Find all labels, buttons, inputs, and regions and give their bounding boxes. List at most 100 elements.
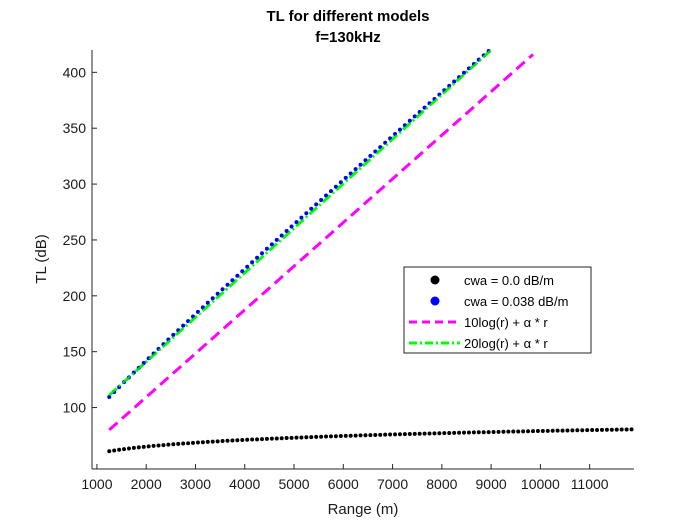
series-0-point	[348, 433, 353, 438]
series-0-point	[545, 428, 550, 433]
series-0-point	[555, 428, 560, 433]
series-0-point	[151, 443, 156, 448]
y-ticks: 100 150 200 250 300 350 400	[63, 64, 97, 416]
series-0-point	[186, 441, 191, 446]
legend-label-1: cwa = 0.038 dB/m	[464, 294, 568, 309]
series-0-point	[614, 427, 619, 432]
series-0-point	[319, 434, 324, 439]
series-0-point	[565, 428, 570, 433]
series-0-point	[166, 442, 171, 447]
series-0-point	[619, 427, 624, 432]
series-1-point	[324, 193, 329, 198]
series-1-point	[353, 167, 358, 172]
series-1-point	[358, 162, 363, 167]
series-0-point	[530, 429, 535, 434]
series-0-point	[156, 443, 161, 448]
series-1-point	[328, 189, 333, 194]
series-0-point	[442, 431, 447, 436]
series-1-point	[259, 251, 264, 256]
series-1-point	[397, 127, 402, 132]
series-0-point	[476, 430, 481, 435]
series-0-point	[432, 431, 437, 436]
y-tick-label: 150	[63, 344, 87, 360]
series-0-point	[402, 432, 407, 437]
series-0-point	[511, 429, 516, 434]
series-0-point	[590, 428, 595, 433]
series-layer	[107, 48, 634, 454]
y-axis-label: TL (dB)	[33, 234, 50, 283]
y-tick-label: 350	[63, 120, 87, 136]
series-0-point	[358, 433, 363, 438]
series-0-point	[161, 443, 166, 448]
series-1-point	[304, 211, 309, 216]
series-0-point	[299, 435, 304, 440]
series-0-point	[521, 429, 526, 434]
legend-marker-1	[430, 296, 440, 306]
x-tick-label: 7000	[377, 476, 408, 492]
series-1-point	[412, 114, 417, 119]
series-1-point	[319, 197, 324, 202]
legend-label-0: cwa = 0.0 dB/m	[464, 273, 554, 288]
series-1-points	[107, 48, 491, 400]
series-0-point	[240, 438, 245, 443]
series-1-point	[205, 300, 210, 305]
series-0-point	[259, 437, 264, 442]
series-0-point	[264, 436, 269, 441]
series-0-point	[353, 433, 358, 438]
series-0-point	[205, 439, 210, 444]
series-1-point	[220, 287, 225, 292]
series-0-point	[437, 431, 442, 436]
series-0-point	[471, 430, 476, 435]
series-1-point	[338, 180, 343, 185]
series-0-point	[235, 438, 240, 443]
series-0-point	[393, 432, 398, 437]
series-0-point	[481, 430, 486, 435]
series-0-point	[181, 441, 186, 446]
series-0-point	[417, 431, 422, 436]
series-1-point	[333, 184, 338, 189]
series-1-point	[255, 255, 260, 260]
series-0-point	[599, 427, 604, 432]
x-tick-label: 4000	[229, 476, 260, 492]
series-0-point	[200, 440, 205, 445]
series-0-point	[294, 435, 299, 440]
x-tick-label: 11000	[571, 476, 609, 492]
series-0-point	[314, 434, 319, 439]
series-0-point	[427, 431, 432, 436]
x-tick-label: 5000	[278, 476, 309, 492]
series-1-point	[245, 264, 250, 269]
series-0-point	[117, 447, 122, 452]
series-0-point	[540, 428, 545, 433]
x-tick-label: 3000	[180, 476, 211, 492]
chart-title: TL for different models	[266, 8, 429, 25]
series-0-point	[462, 430, 467, 435]
series-1-point	[422, 105, 427, 110]
series-0-point	[255, 437, 260, 442]
series-0-point	[491, 429, 496, 434]
legend: cwa = 0.0 dB/m cwa = 0.038 dB/m 10log(r) +…	[403, 266, 592, 354]
series-0-point	[501, 429, 506, 434]
series-0-point	[195, 440, 200, 445]
series-0-point	[171, 442, 176, 447]
series-0-point	[604, 427, 609, 432]
series-1-point	[407, 118, 412, 123]
legend-label-2: 10log(r) + α * r	[464, 315, 548, 330]
series-0-point	[176, 441, 181, 446]
y-tick-label: 100	[63, 400, 87, 416]
series-0-point	[457, 430, 462, 435]
series-0-point	[146, 444, 151, 449]
y-tick-label: 200	[63, 288, 87, 304]
series-1-point	[225, 282, 230, 287]
series-0-point	[407, 431, 412, 436]
x-tick-label: 1000	[81, 476, 112, 492]
series-0-point	[284, 436, 289, 441]
series-1-point	[284, 228, 289, 233]
series-0-point	[343, 433, 348, 438]
series-0-point	[383, 432, 388, 437]
series-0-point	[220, 439, 225, 444]
series-0-point	[535, 429, 540, 434]
series-0-point	[136, 445, 141, 450]
series-1-point	[294, 220, 299, 225]
x-tick-label: 10000	[521, 476, 560, 492]
series-0-point	[506, 429, 511, 434]
